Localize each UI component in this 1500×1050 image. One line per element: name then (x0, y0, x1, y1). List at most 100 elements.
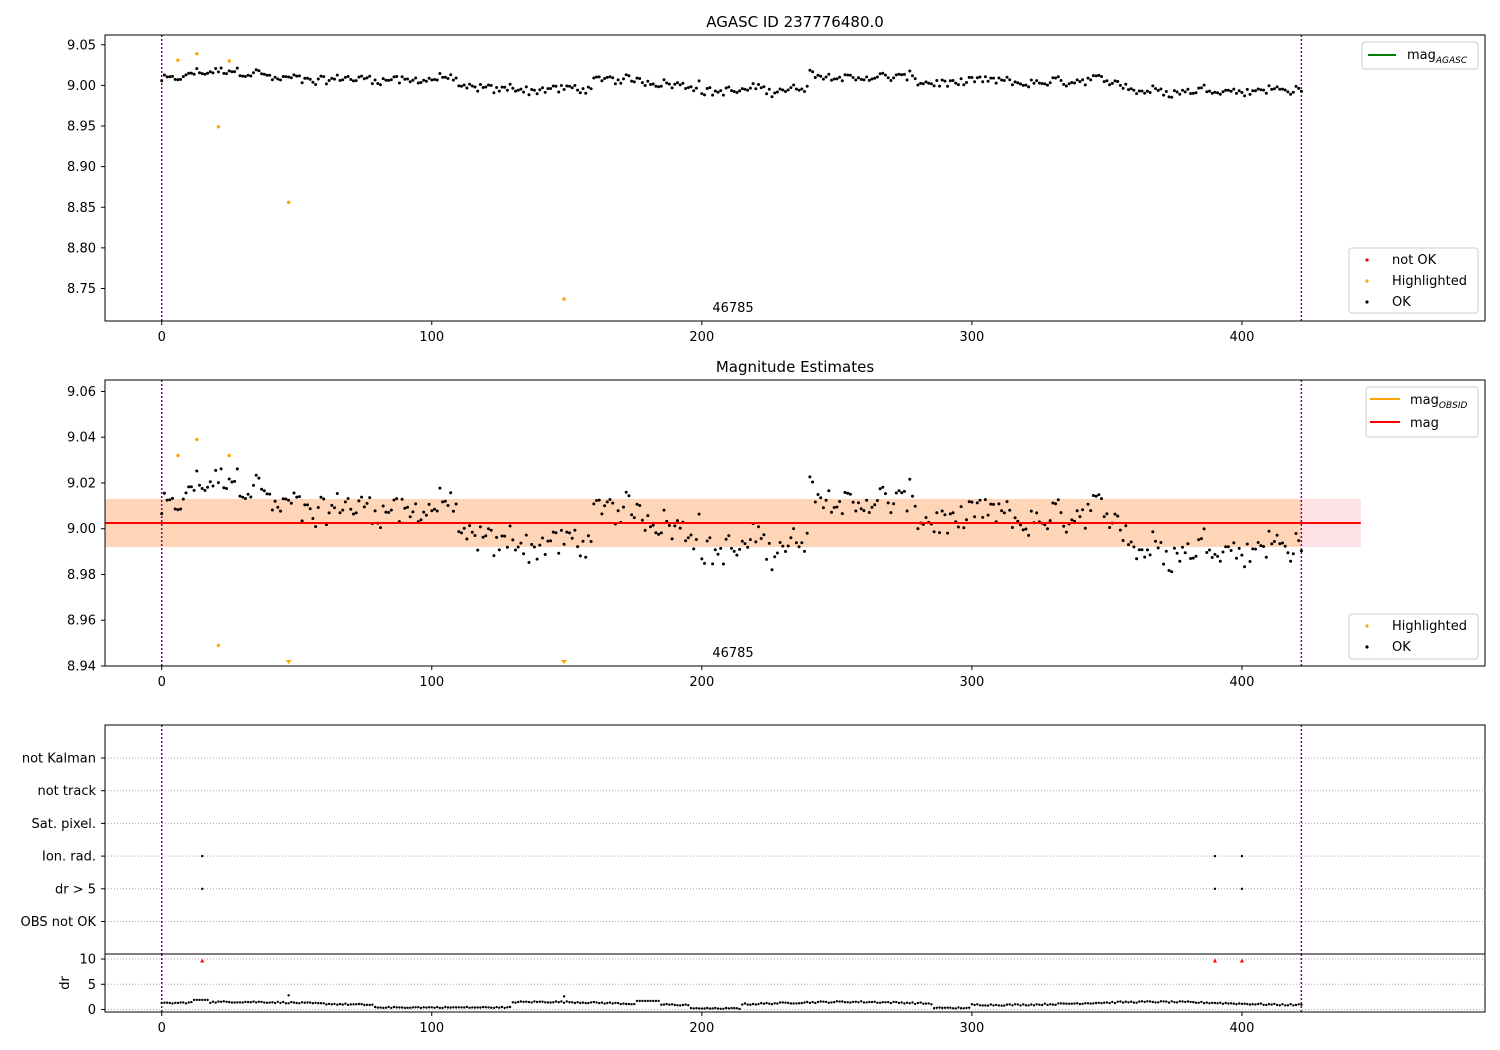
ok-point (954, 81, 958, 85)
dr-point (643, 999, 647, 1003)
legend-highlighted-marker (1365, 279, 1369, 283)
ok-point (1127, 543, 1130, 547)
ok-point (1256, 87, 1260, 91)
ok-point (424, 513, 428, 517)
ok-point (821, 506, 825, 510)
ok-point (1186, 87, 1190, 91)
dr-point (222, 1000, 225, 1003)
ok-point (775, 90, 779, 94)
dr-point (338, 1002, 342, 1006)
ok-point (1264, 91, 1268, 95)
flag-category-label: not Kalman (22, 752, 96, 767)
ok-point (1000, 509, 1004, 513)
dr-point (174, 1001, 177, 1004)
y-tick-label: 0 (88, 1003, 96, 1018)
dr-point (1162, 1000, 1165, 1003)
ok-point (262, 489, 266, 493)
ok-point (492, 554, 496, 558)
ok-point (1170, 570, 1174, 574)
ok-point (1062, 82, 1066, 86)
dr-point (1238, 1002, 1241, 1005)
dr-point (738, 1007, 741, 1011)
ok-point (289, 501, 293, 505)
dr-point (592, 1000, 595, 1004)
ok-point (570, 536, 574, 540)
ok-point (654, 84, 658, 88)
ok-point (1118, 83, 1122, 87)
ok-point (573, 528, 577, 532)
ok-point (1145, 89, 1149, 93)
ok-point (338, 511, 342, 515)
ok-point (1051, 501, 1055, 505)
ok-point (862, 78, 866, 82)
ok-point (705, 539, 709, 543)
ok-point (214, 67, 218, 70)
ok-point (443, 499, 447, 503)
ok-point (311, 517, 315, 520)
dr-point (716, 1007, 720, 1010)
ok-point (1135, 557, 1139, 561)
legend-ok-label: OK (1392, 295, 1411, 310)
ok-point (281, 497, 285, 501)
ok-point (438, 486, 442, 490)
ok-point (603, 504, 607, 508)
dr-point (1278, 1004, 1282, 1007)
ok-point (1132, 88, 1136, 92)
dr-point (562, 1001, 566, 1004)
ok-point (216, 70, 220, 74)
dr-point (1132, 1001, 1136, 1004)
dr-point (773, 1002, 776, 1005)
dr-point (1081, 1002, 1084, 1005)
ok-point (349, 507, 353, 511)
top-annotation: 46785 (712, 301, 753, 316)
ok-point (171, 74, 174, 78)
dr-point (589, 1001, 593, 1004)
x-tick-label: 0 (158, 1021, 166, 1036)
dr-point (441, 1006, 444, 1010)
dr-point (598, 1001, 601, 1005)
ok-point (314, 83, 318, 86)
ok-point (457, 84, 461, 88)
ok-point (786, 544, 790, 548)
ok-point (951, 79, 955, 82)
ok-point (476, 548, 480, 552)
ok-point (192, 488, 196, 492)
dr-point (1270, 1003, 1273, 1006)
ok-point (697, 512, 701, 516)
dr-point (1011, 1004, 1014, 1007)
dr-point (862, 1001, 866, 1004)
ok-point (273, 499, 277, 503)
ok-point (1048, 519, 1052, 523)
dr-point (557, 1001, 560, 1004)
ok-point (884, 73, 887, 77)
dr-point (797, 1002, 801, 1005)
ok-point (265, 73, 269, 77)
dr-point (182, 1001, 185, 1004)
ok-point (767, 541, 771, 545)
ok-point (1275, 85, 1279, 89)
y-tick-label: 8.96 (67, 614, 96, 629)
ok-point (262, 72, 266, 76)
dr-point (1089, 1002, 1092, 1005)
dr-point (941, 1006, 944, 1010)
ok-point (773, 91, 777, 95)
ok-point (973, 80, 977, 84)
ok-point (292, 73, 296, 77)
dr-point (868, 1000, 871, 1004)
dr-point (252, 1000, 255, 1003)
ok-point (892, 502, 896, 506)
ok-point (184, 73, 188, 77)
ok-point (924, 516, 928, 519)
dr-point (932, 1007, 936, 1010)
ok-point (397, 81, 401, 85)
ok-point (216, 481, 220, 485)
dr-point (1135, 1001, 1138, 1004)
y-tick-label: 5 (88, 978, 96, 993)
dr-point (495, 1005, 498, 1009)
dr-point (179, 1001, 182, 1004)
dr-point (1065, 1002, 1068, 1005)
ok-point (884, 492, 887, 496)
ok-point (811, 480, 815, 484)
dr-point (811, 1000, 814, 1004)
dr-point (1213, 1001, 1217, 1005)
